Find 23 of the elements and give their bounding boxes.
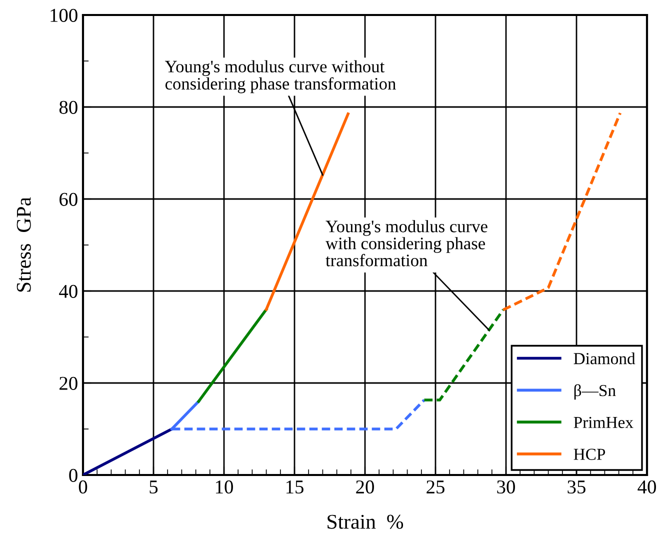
x-tick-label: 40 [638, 480, 656, 494]
x-tick-label: 20 [356, 480, 374, 494]
legend-label: Diamond [574, 352, 636, 364]
legend-label: β—Sn [574, 384, 616, 400]
x-tick-label: 25 [426, 480, 444, 494]
legend-label: PrimHex [574, 416, 634, 428]
annotation: Young's modulus curve without considering phase transformation [164, 60, 396, 94]
y-tick-label: 40 [59, 284, 78, 298]
x-tick-label: 10 [216, 480, 233, 494]
x-tick-label: 35 [568, 480, 586, 494]
y-axis-title: Stress GPa [16, 197, 31, 292]
y-tick-label: 100 [50, 8, 78, 22]
x-tick-label: 5 [150, 480, 158, 494]
y-tick-label: 60 [60, 192, 78, 206]
legend-label: HCP [574, 448, 606, 460]
x-tick-label: 30 [497, 480, 515, 494]
y-tick-label: 0 [69, 468, 78, 482]
y-tick-label: 80 [59, 100, 78, 114]
x-axis-title: Strain % [328, 514, 404, 529]
x-tick-label: 15 [286, 480, 304, 494]
x-tick-label: 0 [78, 480, 88, 494]
annotation: Young's modulus curve with considering phase transformation [326, 220, 488, 266]
y-tick-label: 20 [60, 376, 78, 390]
